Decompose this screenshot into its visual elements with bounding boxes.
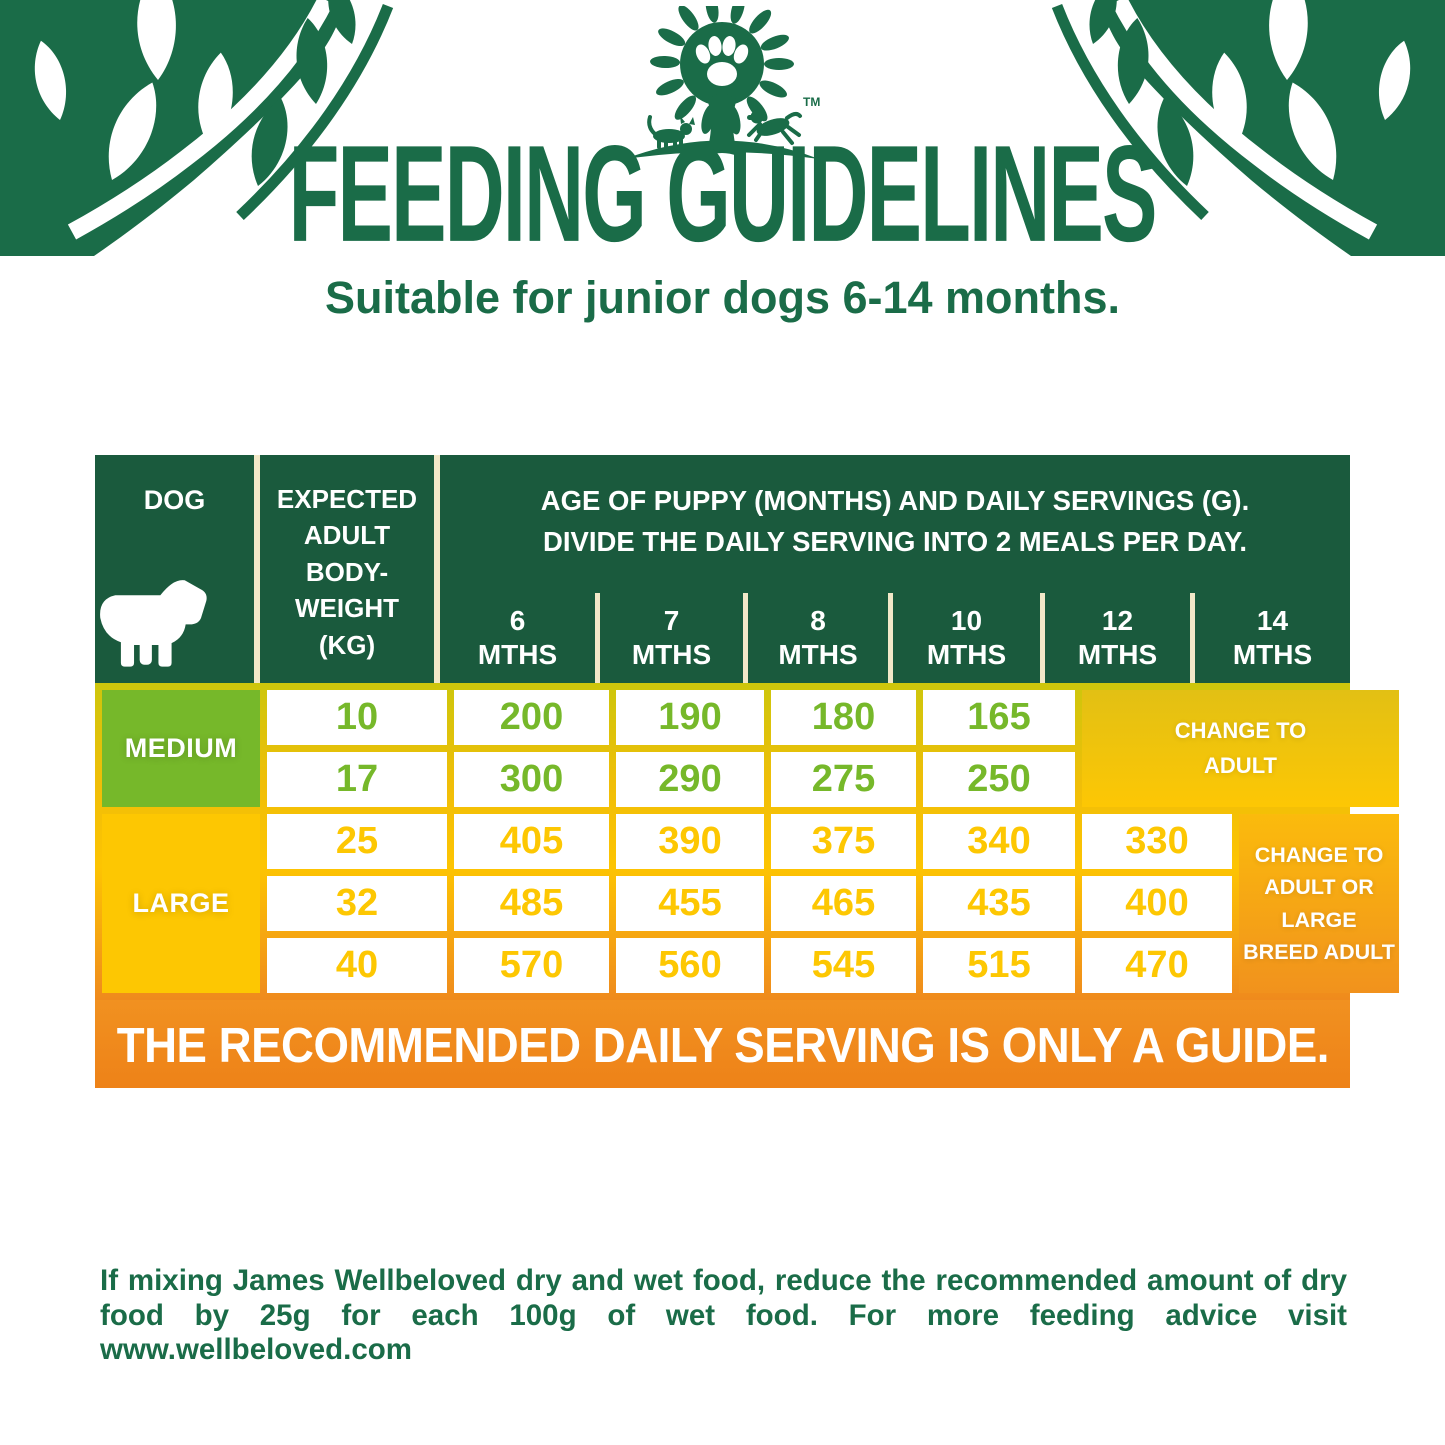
serving-cell: 275 (771, 752, 916, 807)
serving-cell: 165 (923, 690, 1075, 745)
serving-cell: 570 (454, 938, 609, 993)
month-header-12: 12 MTHS (1040, 593, 1190, 683)
large-section-label: LARGE (102, 814, 260, 993)
dog-column-header: DOG (95, 455, 260, 683)
serving-cell: 200 (454, 690, 609, 745)
weight-cell: 40 (267, 938, 447, 993)
serving-cell: 390 (616, 814, 764, 869)
medium-section-label: MEDIUM (102, 690, 260, 807)
weight-cell: 25 (267, 814, 447, 869)
serving-cell: 455 (616, 876, 764, 931)
guide-disclaimer-banner: THE RECOMMENDED DAILY SERVING IS ONLY A … (116, 1016, 1329, 1072)
serving-cell: 190 (616, 690, 764, 745)
weight-cell: 10 (267, 690, 447, 745)
serving-cell: 340 (923, 814, 1075, 869)
table-body: MEDIUM LARGE 10 200 190 180 165 17 300 2… (95, 683, 1399, 1000)
foliage-decoration-right (1051, 0, 1445, 256)
serving-cell: 465 (771, 876, 916, 931)
weight-column-header: EXPECTED ADULT BODY-WEIGHT (KG) (260, 455, 440, 683)
month-header-10: 10 MTHS (888, 593, 1040, 683)
weight-cell: 32 (267, 876, 447, 931)
dog-header-label: DOG (143, 485, 206, 515)
foliage-decoration-left (0, 0, 394, 256)
feeding-table: DOG EXPECTED ADULT BODY-WEIGHT (KG) AGE … (95, 455, 1399, 1088)
serving-cell: 375 (771, 814, 916, 869)
serving-cell: 405 (454, 814, 609, 869)
serving-cell: 545 (771, 938, 916, 993)
serving-cell: 330 (1082, 814, 1232, 869)
age-servings-header: AGE OF PUPPY (MONTHS) AND DAILY SERVINGS… (440, 455, 1350, 593)
month-header-14: 14 MTHS (1190, 593, 1350, 683)
table-footer-banner: THE RECOMMENDED DAILY SERVING IS ONLY A … (95, 1000, 1350, 1088)
serving-cell: 400 (1082, 876, 1232, 931)
trademark-symbol: TM (803, 95, 820, 109)
serving-cell: 470 (1082, 938, 1232, 993)
brand-tree-logo: TM (607, 0, 839, 166)
table-header: DOG EXPECTED ADULT BODY-WEIGHT (KG) AGE … (95, 455, 1350, 683)
serving-cell: 560 (616, 938, 764, 993)
serving-cell: 435 (923, 876, 1075, 931)
serving-cell: 180 (771, 690, 916, 745)
page-subtitle: Suitable for junior dogs 6-14 months. (324, 272, 1121, 323)
month-header-8: 8 MTHS (743, 593, 888, 683)
serving-cell: 290 (616, 752, 764, 807)
change-to-adult-or-large-breed-note: CHANGE TO ADULT OR LARGE BREED ADULT (1239, 814, 1399, 993)
serving-cell: 300 (454, 752, 609, 807)
age-header-line2: DIVIDE THE DAILY SERVING INTO 2 MEALS PE… (543, 526, 1247, 557)
weight-cell: 17 (267, 752, 447, 807)
mixing-advice-text: If mixing James Wellbeloved dry and wet … (100, 1264, 1347, 1366)
age-header-line1: AGE OF PUPPY (MONTHS) AND DAILY SERVINGS… (540, 484, 1250, 516)
change-to-adult-note: CHANGE TO ADULT (1082, 690, 1399, 807)
serving-cell: 515 (923, 938, 1075, 993)
tree-paw-logo-icon: TM (624, 0, 820, 159)
puppy-icon (100, 580, 207, 667)
page-title: FEEDING GUIDELINES (289, 117, 1158, 270)
serving-cell: 250 (923, 752, 1075, 807)
serving-cell: 485 (454, 876, 609, 931)
month-header-7: 7 MTHS (595, 593, 743, 683)
month-header-6: 6 MTHS (477, 605, 558, 670)
